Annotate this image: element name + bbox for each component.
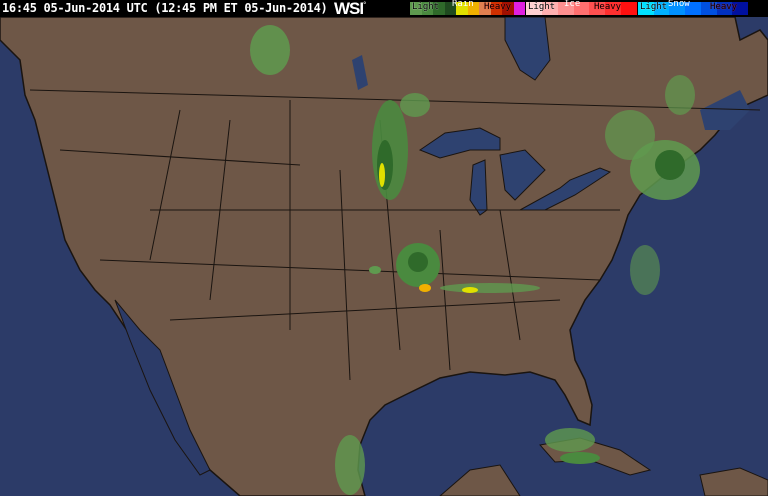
legend-rain-heavy: Heavy (484, 2, 512, 12)
legend-rain-title: Rain (452, 0, 474, 9)
lake-erie-ontario (519, 167, 612, 211)
legend-swatch (669, 2, 686, 15)
legend-swatch (410, 2, 422, 15)
legend-swatch (638, 2, 654, 15)
legend-ice-title: Ice (564, 0, 581, 9)
header-bar: 16:45 05-Jun-2014 UTC (12:45 PM ET 05-Ju… (0, 0, 768, 18)
legend-ice-heavy: Heavy (594, 2, 622, 12)
legend-swatch (700, 2, 717, 15)
radar-precipitation (250, 25, 700, 495)
legend-swatch (433, 2, 445, 15)
lake-michigan (469, 159, 488, 216)
lake-huron (499, 149, 546, 201)
legend-ice (526, 2, 637, 15)
land-hispaniola (699, 467, 768, 496)
lake-winnipeg (352, 55, 368, 90)
legend-swatch (421, 2, 433, 15)
legend-swatch (589, 2, 606, 15)
legend-snow (638, 2, 748, 15)
legend-swatch (541, 2, 558, 15)
legend-swatch (605, 2, 622, 15)
legend-swatch (479, 2, 491, 15)
gulf-st-lawrence (700, 90, 750, 130)
legend-swatch (502, 2, 514, 15)
legend-snow-title: Snow (668, 0, 690, 9)
timestamp: 16:45 05-Jun-2014 UTC (12:45 PM ET 05-Ju… (2, 1, 328, 15)
legend-rain-light: Light (412, 2, 440, 12)
legend-swatch (444, 2, 456, 15)
legend-swatch (513, 2, 525, 15)
legend-swatch (716, 2, 733, 15)
hudson-james-bay (504, 16, 551, 81)
land-yucatan (439, 464, 521, 496)
legend-snow-light: Light (640, 2, 668, 12)
wsi-logo: WSI° (334, 0, 366, 18)
legend-snow-heavy: Heavy (710, 2, 738, 12)
legend-swatch (621, 2, 637, 15)
state-borders (29, 89, 761, 381)
legend-swatch (732, 2, 748, 15)
legend-swatch (526, 2, 542, 15)
legend-swatch (456, 2, 468, 15)
legend-swatch (685, 2, 701, 15)
legend-swatch (557, 2, 574, 15)
legend-swatch (490, 2, 502, 15)
legend-swatch (573, 2, 590, 15)
legend-ice-light: Light (528, 2, 556, 12)
legend-swatch (653, 2, 670, 15)
lake-superior (418, 127, 501, 159)
baja-gulf-water (114, 299, 211, 476)
legend-swatch (467, 2, 479, 15)
legend-rain (410, 2, 525, 15)
